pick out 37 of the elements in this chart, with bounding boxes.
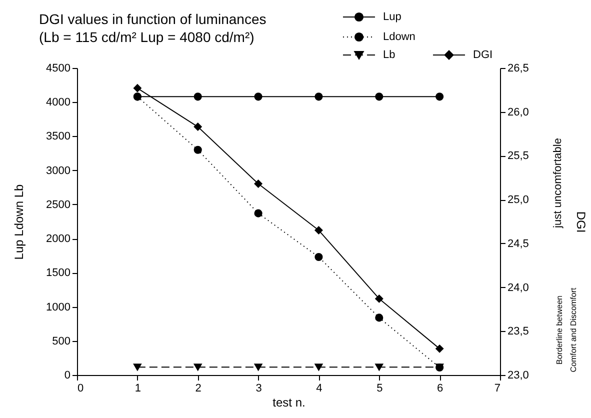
y-axis-title: Lup Ldown Lb xyxy=(12,184,26,260)
y-tick-label: 4500 xyxy=(46,62,70,74)
x-tick-label: 5 xyxy=(376,382,383,394)
y-tick-label: 1000 xyxy=(46,301,70,314)
y2-tick-label: 23,0 xyxy=(508,370,529,382)
x-tick-label: 6 xyxy=(437,382,444,394)
y2-tick-label: 25,0 xyxy=(508,194,529,206)
text: Borderline between Comfort and Discomfort xyxy=(555,286,578,372)
x-tick-label: 1 xyxy=(134,382,141,394)
y-tick-label: 0 xyxy=(64,370,70,382)
legend-label: Ldown xyxy=(383,31,416,43)
legend-label: Lup xyxy=(383,11,402,23)
y2-tick-label: 24,0 xyxy=(508,282,529,294)
x-tick-label: 3 xyxy=(256,382,262,394)
x-axis-title: test n. xyxy=(272,396,306,410)
y-tick-label: 3000 xyxy=(46,164,70,177)
y-tick-label: 1500 xyxy=(46,267,70,280)
y2-tick-label: 26,5 xyxy=(508,62,529,74)
x-tick-label: 4 xyxy=(316,382,322,394)
y2-tick-label: 25,5 xyxy=(508,150,529,162)
y-tick-label: 3500 xyxy=(46,130,70,143)
legend-label: Lb xyxy=(383,49,396,61)
y2-tick-label: 26,0 xyxy=(508,106,529,118)
chart-subtitle: (Lb = 115 cd/m² Lup = 4080 cd/m²) xyxy=(39,29,254,45)
y2-tick-label: 23,5 xyxy=(508,326,529,338)
y-tick-label: 4000 xyxy=(46,96,70,109)
chart-title: DGI values in function of luminances xyxy=(39,11,266,27)
y2-axis-title: DGI xyxy=(574,211,588,233)
text: just uncomfortable xyxy=(552,138,564,229)
y-tick-label: 2500 xyxy=(46,198,70,211)
x-tick-label: 2 xyxy=(195,382,202,394)
y-tick-label: 500 xyxy=(52,335,70,348)
x-tick-label: 0 xyxy=(78,382,84,394)
legend-label: DGI xyxy=(473,49,493,61)
y2-tick-label: 24,5 xyxy=(508,238,529,250)
y-tick-label: 2000 xyxy=(46,233,70,246)
x-tick-label: 7 xyxy=(494,382,500,394)
